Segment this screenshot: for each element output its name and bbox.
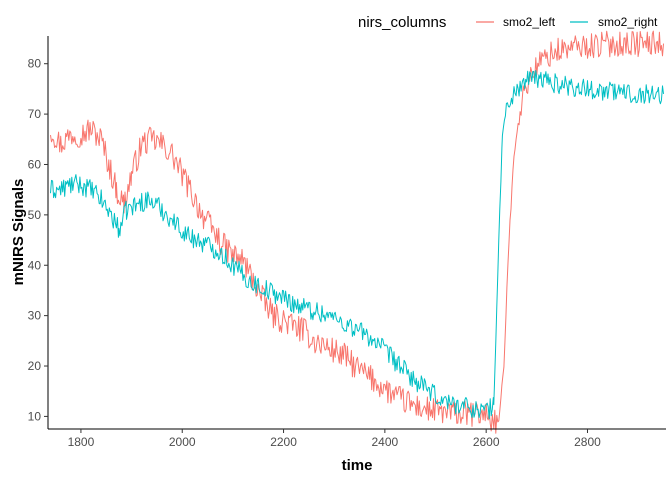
y-tick-label: 80 bbox=[28, 57, 42, 71]
x-tick-label: 2000 bbox=[169, 435, 196, 449]
y-tick-label: 20 bbox=[28, 359, 42, 373]
y-tick-label: 60 bbox=[28, 157, 42, 171]
y-ticks: 10 20 30 40 50 60 70 80 bbox=[28, 57, 48, 423]
legend-title: nirs_columns bbox=[358, 14, 446, 31]
y-tick-label: 10 bbox=[28, 409, 42, 423]
x-tick-label: 2800 bbox=[574, 435, 601, 449]
series-line-smo2-left bbox=[50, 30, 664, 434]
legend-label-smo2-left: smo2_left bbox=[503, 15, 556, 29]
x-tick-label: 2400 bbox=[372, 435, 399, 449]
y-tick-label: 50 bbox=[28, 208, 42, 222]
x-axis-title: time bbox=[342, 457, 373, 474]
y-axis-title: mNIRS Signals bbox=[10, 179, 27, 286]
series-line-smo2-right bbox=[50, 70, 664, 420]
legend-label-smo2-right: smo2_right bbox=[598, 15, 658, 29]
x-tick-label: 2200 bbox=[270, 435, 297, 449]
x-ticks: 1800 2000 2200 2400 2600 2800 bbox=[68, 429, 601, 449]
y-tick-label: 30 bbox=[28, 309, 42, 323]
legend: nirs_columns smo2_left smo2_right bbox=[358, 14, 658, 31]
x-tick-label: 2600 bbox=[473, 435, 500, 449]
x-tick-label: 1800 bbox=[68, 435, 95, 449]
series-layer bbox=[50, 30, 664, 434]
y-tick-label: 40 bbox=[28, 258, 42, 272]
y-tick-label: 70 bbox=[28, 107, 42, 121]
